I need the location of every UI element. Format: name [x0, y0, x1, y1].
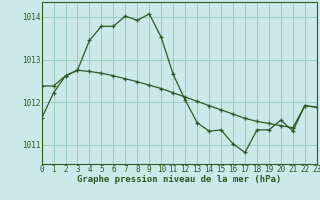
X-axis label: Graphe pression niveau de la mer (hPa): Graphe pression niveau de la mer (hPa) [77, 175, 281, 184]
